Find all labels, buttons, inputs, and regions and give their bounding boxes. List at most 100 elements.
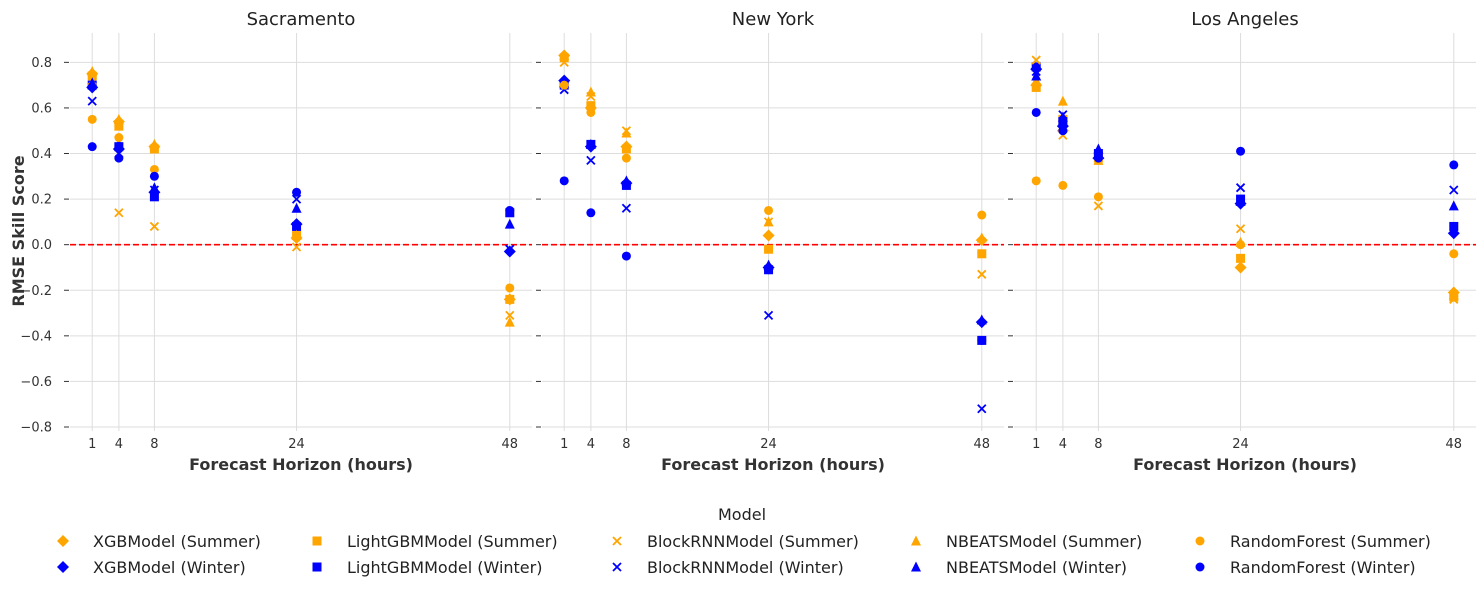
series-lightgbmmodel-winter: [87, 80, 515, 231]
data-point: [1093, 143, 1104, 154]
legend-title: Model: [718, 505, 766, 524]
data-point: [149, 171, 159, 181]
y-tick-label: 0.0: [31, 238, 52, 253]
data-point: [1236, 253, 1246, 263]
legend-marker: [612, 536, 622, 546]
data-point: [976, 314, 987, 325]
legend-marker: [1195, 562, 1205, 572]
legend-marker: [911, 535, 921, 546]
data-point: [1058, 117, 1068, 127]
x-tick-label: 8: [622, 437, 630, 452]
series-randomforest-summer: [87, 114, 515, 293]
data-point: [976, 232, 987, 243]
legend-label: BlockRNNModel (Summer): [647, 532, 859, 551]
legend-marker: [312, 536, 322, 546]
legend-item-blockrnnmodel-summer: BlockRNNModel (Summer): [612, 532, 859, 551]
data-point: [291, 202, 302, 213]
data-point: [1093, 149, 1103, 159]
legend-item-nbeatsmodel-summer: NBEATSModel (Summer): [911, 532, 1142, 551]
data-point: [621, 203, 632, 213]
series-randomforest-summer: [559, 80, 987, 220]
legend-label: XGBModel (Summer): [93, 532, 261, 551]
data-point: [87, 142, 97, 152]
data-point: [1093, 201, 1104, 211]
panel-title: New York: [732, 9, 815, 30]
data-point: [291, 242, 302, 252]
data-point: [113, 113, 124, 124]
data-point: [1031, 70, 1042, 81]
series-randomforest-winter: [87, 142, 515, 215]
y-tick-label: −0.4: [20, 329, 52, 344]
data-point: [113, 138, 124, 149]
y-tick-label: −0.8: [20, 421, 52, 436]
legend-label: LightGBMModel (Summer): [347, 532, 558, 551]
x-tick-label: 4: [587, 437, 595, 452]
data-point: [1031, 176, 1041, 186]
legend-item-lightgbmmodel-winter: LightGBMModel (Winter): [312, 558, 542, 577]
x-tick-label: 1: [88, 437, 96, 452]
x-tick-label: 4: [115, 437, 123, 452]
legend-item-lightgbmmodel-summer: LightGBMModel (Summer): [312, 532, 558, 551]
x-tick-label: 24: [1232, 437, 1249, 452]
data-point: [585, 138, 596, 149]
legend-item-randomforest-summer: RandomForest (Summer): [1195, 532, 1431, 551]
legend-label: LightGBMModel (Winter): [347, 558, 542, 577]
legend-item-randomforest-winter: RandomForest (Winter): [1195, 558, 1416, 577]
y-tick-label: −0.2: [20, 284, 52, 299]
data-point: [505, 294, 515, 304]
legend: Model XGBModel (Summer) XGBModel (Winter)…: [57, 505, 1431, 577]
series-nbeatsmodel-winter: [1031, 70, 1459, 211]
data-point: [291, 194, 302, 204]
legend-label: NBEATSModel (Summer): [946, 532, 1142, 551]
x-tick-label: 24: [288, 437, 305, 452]
data-point: [586, 101, 596, 111]
legend-marker: [1195, 536, 1205, 546]
legend-item-xgbmodel-winter: XGBModel (Winter): [57, 558, 246, 577]
data-point: [505, 205, 515, 215]
data-point: [149, 164, 159, 174]
data-point: [114, 121, 124, 131]
data-point: [977, 210, 987, 220]
x-tick-label: 24: [760, 437, 777, 452]
data-point: [763, 310, 774, 320]
data-point: [1236, 146, 1246, 156]
data-point: [1058, 180, 1068, 190]
data-point: [764, 205, 774, 215]
data-point: [977, 335, 987, 345]
data-point: [621, 251, 631, 261]
legend-marker: [612, 562, 622, 572]
x-axis-label: Forecast Horizon (hours): [1133, 455, 1357, 474]
data-point: [505, 244, 515, 254]
data-point: [149, 182, 160, 193]
series-randomforest-summer: [1031, 176, 1459, 259]
data-point: [505, 283, 515, 293]
data-point: [114, 133, 124, 143]
series-nbeatsmodel-winter: [87, 77, 515, 229]
data-point: [621, 127, 632, 138]
data-point: [87, 77, 98, 88]
series-nbeatsmodel-summer: [559, 50, 987, 243]
data-point: [1234, 261, 1247, 274]
data-point: [977, 249, 987, 259]
data-point: [1448, 289, 1459, 300]
data-point: [292, 187, 302, 197]
data-point: [977, 404, 987, 414]
x-tick-label: 1: [1032, 437, 1040, 452]
data-point: [1235, 195, 1246, 206]
legend-label: BlockRNNModel (Winter): [647, 558, 844, 577]
legend-item-nbeatsmodel-winter: NBEATSModel (Winter): [911, 558, 1127, 577]
data-point: [114, 208, 124, 218]
x-tick-label: 1: [560, 437, 568, 452]
x-tick-label: 48: [502, 437, 519, 452]
x-tick-label: 8: [150, 437, 158, 452]
data-point: [764, 244, 774, 254]
y-tick-label: 0.6: [31, 101, 52, 116]
legend-item-blockrnnmodel-winter: BlockRNNModel (Winter): [612, 558, 844, 577]
data-point: [559, 176, 569, 186]
data-point: [1031, 107, 1041, 117]
legend-marker: [57, 561, 69, 573]
data-point: [87, 114, 97, 124]
data-point: [621, 175, 632, 186]
